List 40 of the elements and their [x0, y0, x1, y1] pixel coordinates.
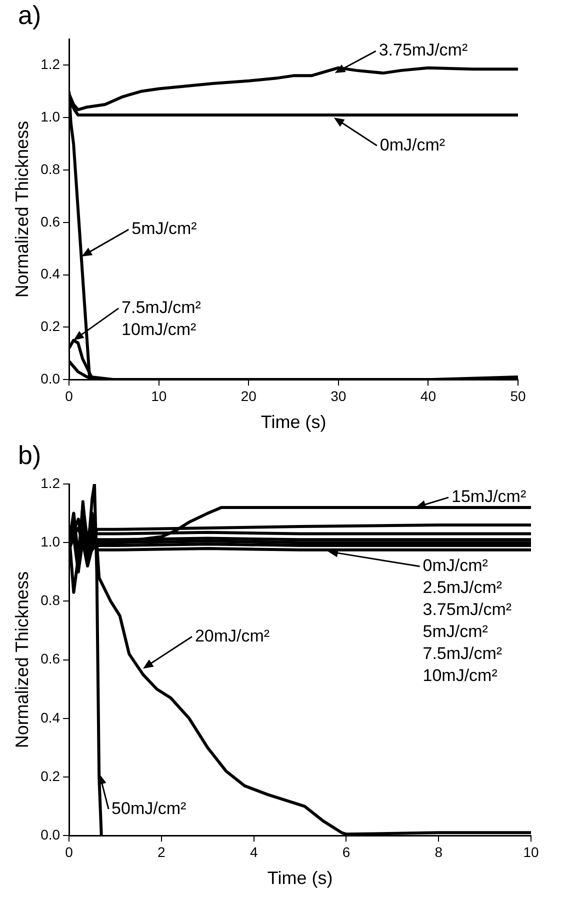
y-tick-label: 0.8	[40, 592, 60, 608]
x-tick-label: 50	[510, 388, 526, 404]
annotation: 20mJ/cm²	[194, 626, 270, 646]
annotation: 15mJ/cm²	[452, 487, 526, 506]
x-tick-label: 0	[65, 388, 74, 404]
y-tick-label: 1.2	[40, 56, 60, 72]
y-tick-label: 0.6	[40, 213, 60, 230]
annotation: 0mJ/cm² 2.5mJ/cm² 3.75mJ/cm² 5mJ/cm² 7.5mJ/cm² 10mJ/cm²	[422, 556, 512, 686]
annotation: 50mJ/cm²	[112, 798, 187, 818]
x-tick-label: 0	[65, 844, 74, 860]
x-tick-label: 8	[434, 844, 443, 860]
annotation: 7.5mJ/cm² 10mJ/cm²	[122, 298, 202, 339]
y-tick-label: 0.0	[40, 370, 60, 386]
y-tick-label: 0.0	[40, 826, 60, 842]
chart-title: a)	[18, 0, 42, 30]
x-tick-label: 40	[420, 388, 436, 404]
y-tick-label: 0.2	[40, 768, 60, 784]
x-tick-label: 20	[240, 388, 257, 404]
x-tick-label: 10	[523, 844, 539, 860]
annotation: 3.75mJ/cm²	[378, 40, 468, 60]
annotation: 0mJ/cm²	[380, 135, 446, 154]
annotation: 5mJ/cm²	[132, 219, 198, 238]
x-tick-label: 4	[250, 844, 258, 860]
y-tick-label: 1.0	[40, 533, 60, 550]
x-tick-label: 30	[330, 388, 346, 404]
x-tick-label: 10	[151, 388, 167, 404]
y-tick-label: 1.0	[40, 108, 60, 124]
y-tick-label: 1.2	[40, 474, 60, 491]
x-tick-label: 2	[158, 844, 166, 860]
y-tick-label: 0.4	[40, 266, 60, 282]
x-tick-label: 6	[342, 844, 350, 860]
x-axis-title: Time (s)	[267, 868, 333, 888]
y-tick-label: 0.4	[40, 709, 60, 726]
y-tick-label: 0.8	[40, 160, 60, 177]
y-tick-label: 0.2	[40, 318, 60, 334]
y-axis-title: Normalized Thickness	[12, 120, 32, 298]
y-axis-title: Normalized Thickness	[12, 571, 32, 748]
y-tick-label: 0.6	[40, 650, 60, 667]
chart-title: b)	[18, 440, 42, 470]
x-axis-title: Time (s)	[260, 412, 326, 432]
